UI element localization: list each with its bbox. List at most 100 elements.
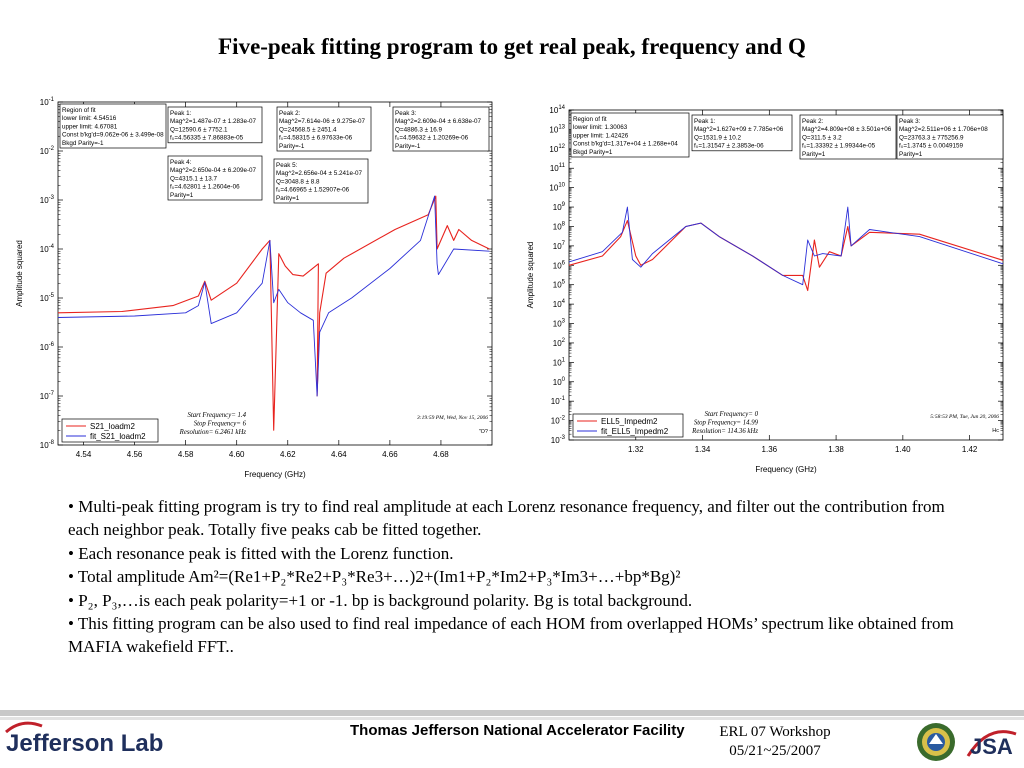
annotation-line: Bkgd Parity=-1 (62, 140, 104, 147)
footer-divider-light (0, 717, 1024, 720)
annotation-line: Parity=-1 (279, 143, 305, 150)
x-tick-label: 1.40 (895, 445, 911, 454)
annotation-line: Peak 5: (276, 162, 298, 169)
annotation-box-frame (896, 114, 1004, 160)
annotation-line: Q=24568.5 ± 2451.4 (279, 126, 337, 133)
chart-s21-loadm2: 10-8 10-7 10-6 10-5 10-4 10-3 10-2 10-1 4.54 4.56… (15, 97, 493, 479)
annotation-line: f₀=1.33392 ± 1.99344e-05 (802, 143, 876, 150)
annotation-box-frame (799, 114, 897, 160)
series-line-fit_S21_loadm2 (57, 195, 490, 397)
annotation-line: Peak 1: (170, 110, 192, 117)
annotation-line: f₀=1.3745 ± 0.0049159 (899, 143, 964, 150)
y-tick-label: 10-5 (40, 293, 55, 303)
x-tick-label: 1.34 (695, 445, 711, 454)
chart-ell5-impedm2: 10-3 10-2 10-1 100 101 102 103 104 105 106 107 108 1… (526, 105, 1004, 474)
bullet-item: • Each resonance peak is fitted with the… (68, 543, 454, 563)
lab-name: Jefferson Lab (6, 730, 164, 757)
corner-label: "O? (479, 429, 488, 435)
series-line-S21_loadm2 (57, 195, 490, 431)
y-tick-label: 108 (553, 221, 566, 231)
peak-info-box: Peak 4:Mag^2=2.650e-04 ± 6.209e-07Q=4315… (167, 155, 263, 201)
bullet-item: • Total amplitude Am²=(Re1+P₂*Re2+P₃*Re3… (68, 567, 681, 587)
bullet-list: • Multi-peak fitting program is try to f… (68, 495, 968, 659)
y-tick-label: 10-4 (40, 244, 55, 254)
y-tick-label: 10-2 (40, 146, 55, 156)
x-axis-label: Frequency (GHz) (244, 470, 306, 479)
frequency-setting-text: Stop Frequency= 14.99 (694, 420, 759, 427)
annotation-box-frame (570, 112, 690, 158)
y-tick-label: 105 (553, 280, 566, 290)
bullet-item: • This fitting program can be also used … (68, 614, 954, 657)
annotation-line: f₀=4.66965 ± 1.52907e-06 (276, 187, 350, 194)
annotation-line: Region of fit (573, 116, 607, 123)
peak-info-box: Peak 5:Mag^2=2.656e-04 ± 5.241e-07Q=3048… (273, 158, 369, 204)
peak-info-box: Peak 2:Mag^2=7.614e-06 ± 9.275e-07Q=2456… (276, 106, 372, 152)
x-tick-label: 1.38 (828, 445, 844, 454)
timestamp-text: 5:58:53 PM, Tue, Jun 20, 2006 (930, 414, 999, 420)
annotation-line: Mag^2=2.609e-04 ± 6.638e-07 (395, 118, 482, 125)
x-tick-label: 4.62 (280, 450, 296, 459)
y-tick-label: 1010 (549, 183, 565, 193)
annotation-box-frame (392, 106, 490, 152)
y-tick-label: 106 (553, 260, 566, 270)
annotation-line: Bkgd Parity=1 (573, 149, 613, 156)
x-tick-label: 1.32 (628, 445, 644, 454)
workshop-name: ERL 07 Workshop (719, 724, 831, 740)
y-tick-label: 10-3 (551, 435, 566, 445)
y-tick-label: 1011 (550, 163, 566, 173)
annotation-line: Parity=1 (276, 195, 300, 202)
peak-info-box: Peak 1:Mag^2=1.627e+09 ± 7.785e+06Q=1531… (691, 114, 793, 152)
x-tick-label: 1.42 (962, 445, 978, 454)
annotation-line: Mag^2=2.656e-04 ± 5.241e-07 (276, 170, 363, 177)
swoosh-icon (5, 721, 43, 734)
corner-label: Hc (992, 428, 999, 434)
peak-info-box: Peak 2:Mag^2=4.809e+08 ± 3.501e+06Q=311.… (799, 114, 897, 160)
annotation-line: Peak 2: (279, 110, 301, 117)
annotation-line: Peak 3: (899, 118, 921, 125)
y-tick-label: 10-2 (551, 416, 566, 426)
annotation-line: Q=4886.3 ± 16.9 (395, 126, 443, 133)
annotation-box-frame (167, 155, 263, 201)
peak-info-box: Peak 3:Mag^2=2.511e+06 ± 1.706e+08Q=2376… (896, 114, 1004, 160)
x-tick-label: 4.58 (178, 450, 194, 459)
annotation-line: f₀=1.31547 ± 2.3853e-06 (694, 143, 764, 150)
annotation-line: lower limit: 4.54516 (62, 115, 117, 122)
legend-label: fit_S21_loadm2 (90, 432, 146, 441)
annotation-box-frame (691, 114, 793, 152)
annotation-line: Parity=1 (802, 151, 826, 158)
doe-seal-logo (917, 723, 955, 761)
jefferson-lab-logo: Jefferson Lab (5, 721, 164, 758)
annotation-line: Peak 4: (170, 159, 192, 166)
y-tick-label: 103 (553, 319, 566, 329)
annotation-line: Q=23763.3 ± 775256.9 (899, 134, 964, 141)
series-line-fit_ELL5_Impedm2 (568, 206, 1004, 286)
annotation-line: Q=12590.6 ± 7752.1 (170, 126, 228, 133)
legend-label: ELL5_Impedm2 (601, 417, 658, 426)
y-axis-label: Amplitude squared (15, 240, 24, 307)
annotation-box-frame (276, 106, 372, 152)
annotation-line: Mag^2=1.627e+09 ± 7.785e+06 (694, 126, 784, 133)
frequency-setting-text: Stop Frequency= 6 (194, 421, 247, 428)
y-tick-label: 1014 (549, 105, 565, 115)
bullet-item: • Multi-peak fitting program is try to f… (68, 497, 945, 540)
peak-info-box: Peak 1:Mag^2=1.487e-07 ± 1.283e-07Q=1259… (167, 106, 263, 144)
legend-frame (572, 413, 684, 438)
annotation-line: Peak 1: (694, 118, 716, 125)
peak-info-box: Peak 3:Mag^2=2.609e-04 ± 6.638e-07Q=4886… (392, 106, 490, 152)
x-tick-label: 4.60 (229, 450, 245, 459)
annotation-line: Mag^2=4.809e+08 ± 3.501e+06 (802, 126, 892, 133)
x-tick-label: 1.36 (762, 445, 778, 454)
workshop-dates: 05/21~25/2007 (729, 743, 821, 759)
y-tick-label: 101 (553, 357, 566, 367)
annotation-line: Region of fit (62, 107, 96, 114)
x-tick-label: 4.64 (331, 450, 347, 459)
x-tick-label: 4.68 (433, 450, 449, 459)
annotation-line: Q=4315.1 ± 13.7 (170, 175, 218, 182)
x-tick-label: 4.66 (382, 450, 398, 459)
annotation-line: Mag^2=7.614e-06 ± 9.275e-07 (279, 118, 366, 125)
annotation-line: f₀=4.58315 ± 6.97633e-06 (279, 135, 353, 142)
frequency-setting-text: Resolution= 6.2461 kHz (179, 429, 247, 436)
